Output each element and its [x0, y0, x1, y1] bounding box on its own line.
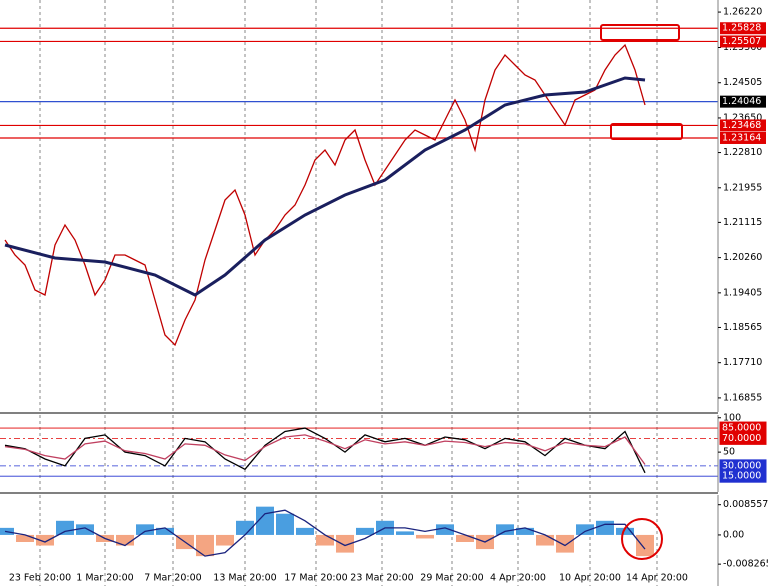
histogram-bar	[156, 527, 174, 535]
y-tick-label: 1.21115	[723, 217, 762, 228]
level-label: 15.0000	[722, 471, 761, 482]
histogram-bar	[516, 527, 534, 535]
annotation-box	[610, 123, 683, 140]
histogram-bar	[116, 534, 134, 546]
annotation-circle	[621, 518, 663, 560]
y-tick-label: 50	[723, 447, 735, 458]
level-label-box	[720, 119, 766, 132]
x-tick-label: 23 Mar 20:00	[350, 573, 413, 584]
y-tick-label: 1.18565	[723, 322, 762, 333]
x-tick-label: 13 Mar 20:00	[213, 573, 276, 584]
histogram-bar	[556, 534, 574, 553]
level-label-box	[720, 131, 766, 144]
level-label: 1.24046	[722, 96, 761, 107]
axis-background	[718, 495, 768, 586]
histogram-bar	[636, 534, 654, 557]
series-line	[4, 76, 646, 297]
y-tick-label: 0.008557	[723, 499, 768, 510]
axis-background	[718, 0, 768, 412]
level-label: 1.23468	[722, 120, 761, 131]
histogram-bar	[136, 524, 154, 535]
y-tick-label: 1.23650	[723, 112, 762, 123]
y-tick-label: -0.0082656	[723, 559, 768, 570]
level-label-box	[720, 35, 766, 48]
y-tick-label: 1.24505	[723, 77, 762, 88]
histogram-bar	[16, 534, 34, 543]
x-tick-label: 7 Mar 20:00	[144, 573, 201, 584]
level-label-box	[719, 431, 767, 445]
y-tick-label: 1.19405	[723, 287, 762, 298]
histogram-bar	[276, 513, 294, 535]
level-label: 85.0000	[722, 423, 761, 434]
histogram-bar	[456, 534, 474, 543]
x-tick-label: 29 Mar 20:00	[420, 573, 483, 584]
histogram-bar	[216, 534, 234, 546]
histogram-bar	[536, 534, 554, 546]
level-label: 1.25507	[722, 36, 761, 47]
level-label-box	[719, 469, 767, 483]
series-line	[4, 434, 646, 465]
histogram-bar	[616, 527, 634, 535]
y-tick-label: 100	[723, 412, 741, 423]
x-tick-label: 4 Apr 20:00	[490, 573, 546, 584]
level-label-box	[720, 95, 766, 108]
level-label-box	[720, 22, 766, 35]
histogram-bar	[496, 524, 514, 535]
y-tick-label: 1.20260	[723, 252, 762, 263]
histogram-bar	[436, 524, 454, 535]
x-tick-label: 14 Apr 20:00	[626, 573, 688, 584]
histogram-bar	[36, 534, 54, 546]
histogram-bar	[576, 524, 594, 535]
histogram-bar	[596, 520, 614, 535]
y-tick-label: 1.21955	[723, 182, 762, 193]
x-tick-label: 10 Apr 20:00	[559, 573, 621, 584]
annotation-box	[600, 24, 680, 41]
y-tick-label: 1.16855	[723, 392, 762, 403]
histogram-bar	[256, 506, 274, 535]
x-tick-label: 17 Mar 20:00	[284, 573, 347, 584]
series-line	[4, 509, 646, 557]
level-label: 70.0000	[722, 433, 761, 444]
x-tick-label: 23 Feb 20:00	[9, 573, 71, 584]
histogram-bar	[236, 520, 254, 535]
histogram-bar	[396, 531, 414, 535]
level-label: 30.0000	[722, 460, 761, 471]
y-tick-label: 1.17710	[723, 357, 762, 368]
y-tick-label: 1.22810	[723, 147, 762, 158]
histogram-bar	[356, 527, 374, 535]
histogram-bar	[416, 534, 434, 539]
histogram-bar	[316, 534, 334, 546]
series-line	[4, 427, 646, 474]
histogram-bar	[296, 527, 314, 535]
histogram-bar	[76, 524, 94, 535]
histogram-bar	[196, 534, 214, 557]
y-tick-label: 0.00	[723, 529, 744, 540]
x-tick-label: 1 Mar 20:00	[76, 573, 133, 584]
histogram-bar	[336, 534, 354, 553]
histogram-bar	[56, 520, 74, 535]
y-tick-label: 1.26220	[723, 7, 762, 18]
level-label: 1.25828	[722, 23, 761, 34]
level-label: 1.23164	[722, 132, 761, 143]
y-tick-label: 1.25360	[723, 42, 762, 53]
